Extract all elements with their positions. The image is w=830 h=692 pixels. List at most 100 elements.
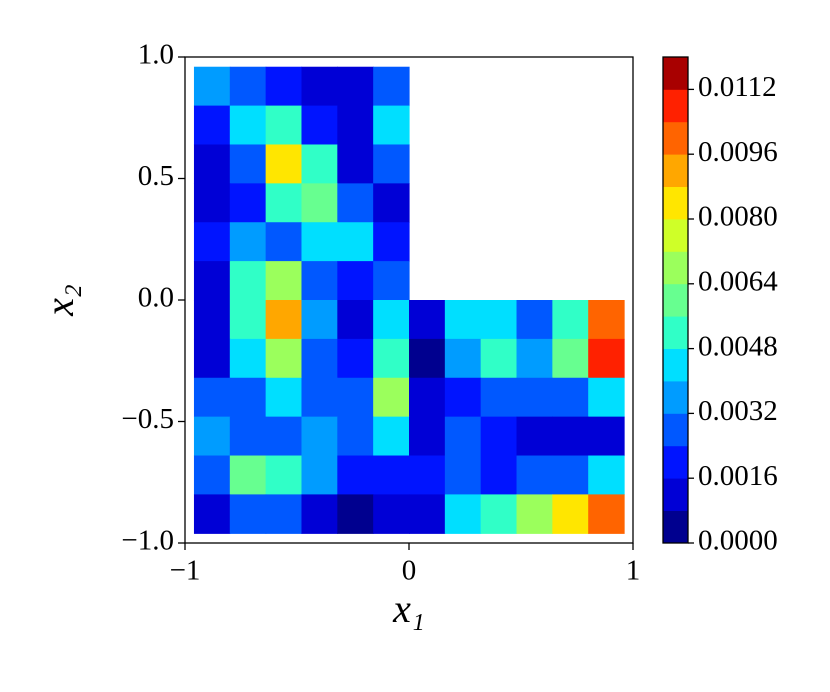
- y-tick-label: −0.5: [121, 403, 174, 435]
- contour-cell: [193, 338, 231, 379]
- contour-cell: [301, 222, 338, 262]
- contour-cell: [409, 338, 446, 379]
- colorbar-band: [663, 251, 688, 285]
- colorbar-band: [663, 89, 688, 123]
- contour-cell: [480, 455, 518, 495]
- colorbar-band: [663, 316, 688, 349]
- colorbar-tick-label: 0.0032: [698, 395, 778, 427]
- contour-cell: [337, 494, 374, 534]
- contour-cell: [552, 455, 589, 495]
- contour-cell: [265, 494, 303, 534]
- contour-cell: [265, 66, 303, 107]
- contour-cell: [193, 377, 231, 418]
- contour-cell: [552, 377, 589, 418]
- contour-cell: [265, 455, 303, 495]
- contour-cell: [337, 300, 374, 340]
- contour-cell: [301, 338, 338, 379]
- colorbar-band: [663, 478, 688, 511]
- colorbar-band: [663, 283, 688, 317]
- contour-cell: [337, 455, 374, 495]
- contour-cell: [516, 338, 553, 379]
- contour-cell: [229, 494, 267, 534]
- contour-cell: [229, 183, 267, 223]
- contour-cell: [409, 300, 446, 340]
- x-tick-label: 0: [402, 555, 417, 587]
- contour-cell: [229, 66, 267, 107]
- contour-cell: [409, 416, 446, 457]
- contour-cell: [373, 377, 410, 418]
- contour-cell: [193, 261, 231, 301]
- colorbar-band: [663, 219, 688, 252]
- contour-cell: [480, 416, 518, 457]
- contour-cell: [265, 144, 303, 184]
- contour-cell: [193, 66, 231, 107]
- contour-cell: [516, 416, 553, 457]
- contour-cell: [373, 261, 410, 301]
- x-tick-label: −1: [170, 555, 201, 587]
- contour-cell: [229, 416, 267, 457]
- contour-cell: [588, 455, 625, 495]
- contour-cell: [552, 300, 589, 340]
- contour-cell: [588, 377, 625, 418]
- contour-cell: [265, 261, 303, 301]
- contour-cell: [373, 66, 410, 107]
- contour-cell: [444, 377, 482, 418]
- colorbar-tick-label: 0.0112: [698, 71, 777, 103]
- contour-cell: [265, 377, 303, 418]
- contour-cell: [193, 416, 231, 457]
- contour-cell: [480, 338, 518, 379]
- contour-cell: [516, 455, 553, 495]
- colorbar-band: [663, 510, 688, 544]
- contour-cell: [301, 105, 338, 146]
- colorbar-band: [663, 186, 688, 220]
- colorbar-tick-label: 0.0016: [698, 460, 778, 492]
- contour-cell: [301, 377, 338, 418]
- contour-cell: [373, 300, 410, 340]
- contour-cell: [229, 222, 267, 262]
- colorbar-frame: [662, 56, 689, 544]
- contour-cell: [229, 338, 267, 379]
- colorbar-band: [663, 154, 688, 187]
- contour-cell: [193, 144, 231, 184]
- y-tick-label: −1.0: [121, 525, 174, 557]
- contour-cell: [373, 416, 410, 457]
- contour-cell: [516, 494, 553, 534]
- contour-cell: [301, 261, 338, 301]
- colorbar-band: [663, 348, 688, 382]
- contour-cell: [337, 222, 374, 262]
- x-axis-label: x₁: [392, 586, 425, 631]
- contour-cell: [444, 416, 482, 457]
- contour-cell: [480, 300, 518, 340]
- contour-cell: [516, 377, 553, 418]
- contour-cell: [337, 416, 374, 457]
- contour-cell: [552, 494, 589, 534]
- contour-cell: [373, 105, 410, 146]
- contour-cell: [337, 183, 374, 223]
- contour-cell: [373, 222, 410, 262]
- contour-cell: [193, 494, 231, 534]
- contour-cell: [444, 300, 482, 340]
- contour-cell: [409, 377, 446, 418]
- contour-cell: [229, 261, 267, 301]
- contour-cell: [337, 66, 374, 107]
- contour-cell: [409, 494, 446, 534]
- contour-cell: [193, 222, 231, 262]
- y-tick-label: 1.0: [138, 39, 174, 71]
- contour-cell: [337, 105, 374, 146]
- contour-cell: [229, 144, 267, 184]
- contour-cell: [516, 300, 553, 340]
- y-tick-label: 0.5: [138, 160, 174, 192]
- contour-cell: [193, 183, 231, 223]
- contour-cell: [588, 416, 625, 457]
- contour-cell: [337, 377, 374, 418]
- contour-cell: [193, 105, 231, 146]
- contour-cell: [373, 494, 410, 534]
- contour-cell: [409, 455, 446, 495]
- contour-cell: [301, 183, 338, 223]
- contour-cell: [229, 300, 267, 340]
- contour-cell: [444, 338, 482, 379]
- contour-cell: [337, 338, 374, 379]
- contour-cell: [373, 455, 410, 495]
- colorbar-tick-label: 0.0096: [698, 136, 778, 168]
- contour-cell: [265, 300, 303, 340]
